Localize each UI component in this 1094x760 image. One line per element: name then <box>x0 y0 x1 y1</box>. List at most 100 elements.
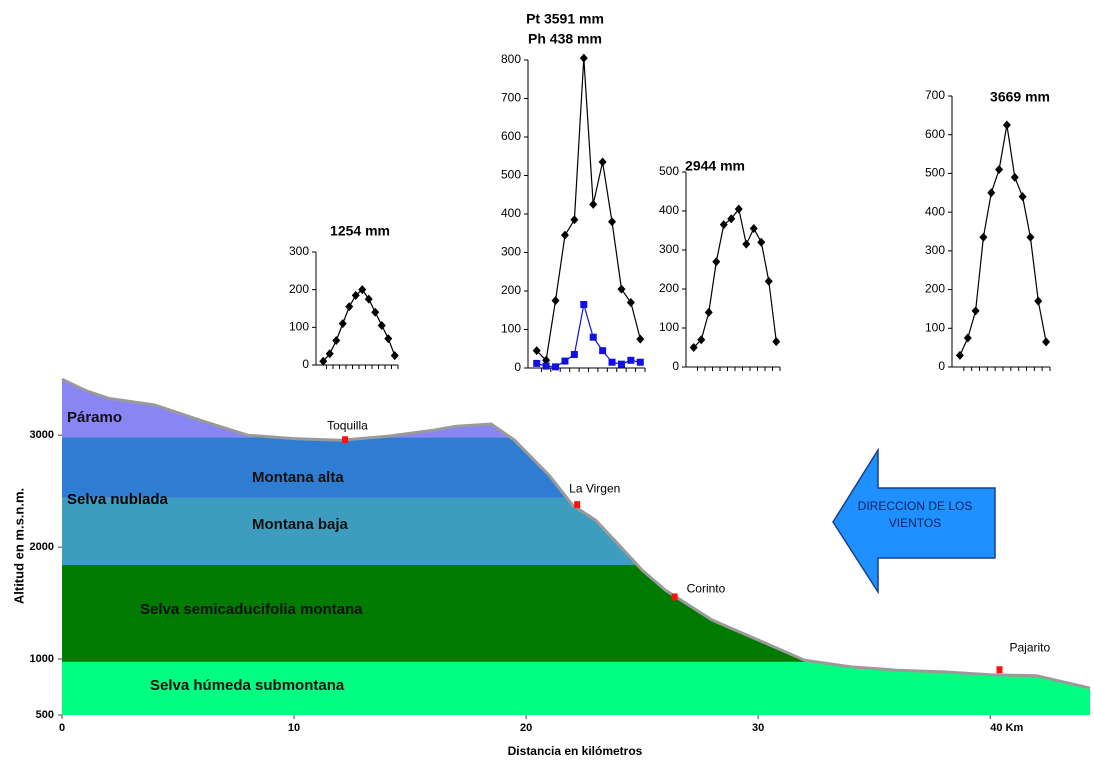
y-tick-label: 200 <box>925 282 945 296</box>
point <box>325 349 334 359</box>
point <box>636 358 644 366</box>
point <box>599 347 607 355</box>
y-tick-label: 0 <box>672 359 679 373</box>
point <box>697 335 706 345</box>
chart-title: Pt 3591 mm <box>526 11 604 27</box>
point <box>598 157 607 167</box>
point <box>749 224 758 234</box>
series-line <box>536 304 641 368</box>
point <box>338 319 347 329</box>
site-label: Pajarito <box>1009 640 1050 654</box>
series-line <box>693 207 777 348</box>
y-tick-label: 700 <box>501 91 521 105</box>
point <box>561 357 569 365</box>
point <box>358 285 367 295</box>
chart-title: 3669 mm <box>990 89 1050 105</box>
point <box>636 334 645 344</box>
y-tick-label: 400 <box>925 204 945 218</box>
point <box>589 333 597 341</box>
group-label: Selva nublada <box>67 491 169 508</box>
zone-label: Páramo <box>67 409 122 426</box>
zone-label: Montana alta <box>252 469 344 486</box>
point <box>608 217 617 227</box>
zone <box>62 379 1090 438</box>
series-line <box>536 58 641 362</box>
y-tick-label: 800 <box>501 52 521 66</box>
point <box>579 53 588 63</box>
point <box>570 351 578 359</box>
y-tick-label: 300 <box>289 244 309 258</box>
point <box>589 199 598 209</box>
wind-label: VIENTOS <box>889 516 941 530</box>
y-tick-label: 0 <box>514 360 521 374</box>
site-marker <box>671 593 678 601</box>
point <box>617 360 625 368</box>
point <box>727 214 736 224</box>
point <box>542 355 551 365</box>
y-tick-label: 2000 <box>30 541 54 553</box>
point <box>580 300 588 308</box>
y-tick-label: 0 <box>938 359 945 373</box>
point <box>971 306 980 316</box>
y-tick-label: 200 <box>659 281 679 295</box>
point <box>390 351 399 361</box>
point <box>734 204 743 214</box>
y-tick-label: 700 <box>925 88 945 102</box>
point <box>560 230 569 240</box>
point <box>351 290 360 300</box>
point <box>979 232 988 242</box>
y-tick-label: 300 <box>925 243 945 257</box>
x-axis-label: Distancia en kilómetros <box>508 744 643 758</box>
zone-label: Selva semicaducifolia montana <box>140 601 363 618</box>
x-tick-label: 10 <box>288 722 300 734</box>
point <box>719 220 728 230</box>
y-tick-label: 100 <box>289 320 309 334</box>
chart-title: 1254 mm <box>330 223 390 239</box>
x-tick-label: 30 <box>752 722 764 734</box>
point <box>757 237 766 247</box>
point <box>377 320 386 330</box>
site-label: Toquilla <box>327 418 368 432</box>
x-tick-label: 0 <box>59 722 65 734</box>
y-tick-label: 600 <box>501 129 521 143</box>
point <box>772 337 781 347</box>
y-tick-label: 300 <box>501 245 521 259</box>
site-marker <box>342 436 349 444</box>
y-tick-label: 500 <box>659 164 679 178</box>
y-tick-label: 0 <box>302 357 309 371</box>
series-line <box>959 124 1047 356</box>
wind-arrow <box>832 447 996 595</box>
point <box>995 165 1004 175</box>
point <box>1002 120 1011 130</box>
point <box>617 284 626 294</box>
point <box>712 257 721 267</box>
x-tick-label: 40 Km <box>990 722 1023 734</box>
chart-title: 2944 mm <box>685 158 745 174</box>
site-label: Corinto <box>687 582 726 596</box>
y-tick-label: 500 <box>925 166 945 180</box>
y-tick-label: 3000 <box>30 429 54 441</box>
y-tick-label: 1000 <box>30 653 54 665</box>
point <box>345 302 354 312</box>
point <box>689 343 698 352</box>
point <box>1010 172 1019 182</box>
site-label: La Virgen <box>569 481 620 495</box>
point <box>552 363 560 371</box>
point <box>1026 232 1035 242</box>
profile-line <box>61 377 1091 690</box>
point <box>1018 192 1027 202</box>
y-tick-label: 500 <box>36 709 54 721</box>
point <box>371 307 380 317</box>
point <box>704 307 713 317</box>
zone-label: Montana baja <box>252 516 349 533</box>
y-tick-label: 100 <box>501 322 521 336</box>
zone-label: Selva húmeda submontana <box>150 677 345 694</box>
y-tick-label: 200 <box>289 282 309 296</box>
x-tick-label: 20 <box>520 722 532 734</box>
point <box>742 239 751 249</box>
point <box>963 333 972 343</box>
point <box>364 294 373 304</box>
y-tick-label: 100 <box>925 320 945 334</box>
y-tick-label: 600 <box>925 127 945 141</box>
point <box>608 358 616 366</box>
